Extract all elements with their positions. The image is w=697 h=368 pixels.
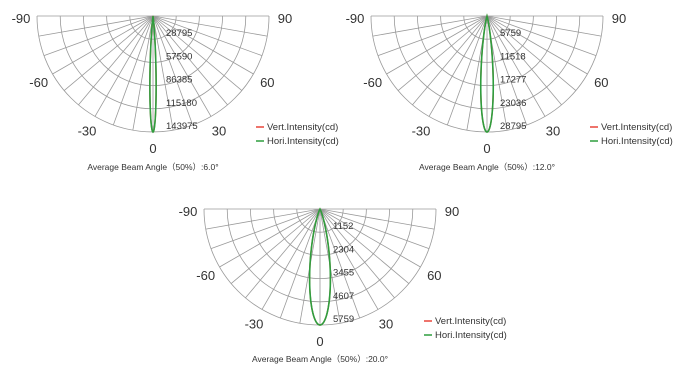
legend-entry: Hori.Intensity(cd) [435, 330, 507, 341]
series-lobe-horizontal [308, 207, 332, 326]
grid-spoke [43, 15, 154, 57]
angle-label: 30 [379, 316, 393, 331]
polar-chart-1: -90 -60 -30 0 30 60 90 28795 57590 86385 115180 143… [12, 11, 339, 172]
angle-label: 90 [612, 11, 626, 26]
grid-spoke [152, 15, 194, 126]
angle-label: 60 [427, 268, 441, 283]
grid-spoke [152, 15, 254, 75]
angle-label: -60 [363, 75, 382, 90]
grid-spoke [112, 15, 154, 126]
legend-entry: Vert.Intensity(cd) [435, 316, 506, 327]
legend-entry: Vert.Intensity(cd) [601, 122, 672, 133]
grid-spoke [486, 15, 562, 106]
grid-spoke [412, 15, 488, 106]
grid-spoke [486, 15, 577, 91]
grid-spoke [152, 15, 268, 37]
radial-label: 3455 [333, 268, 354, 279]
grid-spoke [152, 15, 212, 117]
angle-label: -60 [196, 268, 215, 283]
grid-spoke [428, 15, 488, 117]
angle-label: 30 [546, 123, 560, 138]
angle-label: -90 [346, 11, 365, 26]
radial-label: 17277 [500, 75, 526, 86]
radial-label: 4607 [333, 291, 354, 302]
grid-spoke [372, 15, 488, 37]
angle-label: -90 [12, 11, 31, 26]
grid-spoke [319, 208, 435, 230]
angle-label: 90 [445, 204, 459, 219]
radial-label: 28795 [166, 28, 192, 39]
grid-spoke [205, 208, 321, 230]
radial-label: 57590 [166, 51, 192, 62]
series-lobe-horizontal [149, 15, 157, 134]
grid-spoke [230, 208, 321, 284]
grid-spoke [319, 208, 361, 319]
legend-entry: Hori.Intensity(cd) [267, 136, 339, 147]
grid-spoke [152, 15, 263, 57]
angle-label: 0 [149, 141, 156, 156]
grid-spoke [245, 208, 321, 299]
angle-label: -60 [29, 75, 48, 90]
radial-label: 23036 [500, 98, 526, 109]
angle-label: 0 [316, 334, 323, 349]
radial-label: 28795 [500, 121, 526, 132]
grid-spoke [94, 15, 154, 117]
angle-label: 90 [278, 11, 292, 26]
grid-spoke [210, 208, 321, 250]
grid-spoke [261, 208, 321, 310]
radial-label: 2304 [333, 244, 354, 255]
angle-label: 30 [212, 123, 226, 138]
angle-label: 0 [483, 141, 490, 156]
grid-spoke [319, 208, 379, 310]
polar-chart-3: -90 -60 -30 0 30 60 90 1152 2304 3455 4607 5759 Vert… [179, 204, 507, 364]
grid-spoke [486, 15, 602, 37]
angle-label: 60 [260, 75, 274, 90]
grid-spoke [319, 208, 430, 250]
grid-spoke [397, 15, 488, 91]
grid-spoke [38, 15, 154, 37]
grid-spoke [319, 208, 421, 268]
polar-chart-2: -90 -60 -30 0 30 60 90 5759 11518 17277 23036 28795… [346, 11, 673, 172]
grid-spoke [319, 208, 410, 284]
radial-label: 1152 [333, 221, 353, 232]
radial-label: 5759 [500, 28, 521, 39]
beam-angle-caption: Average Beam Angle（50%）:20.0° [252, 354, 388, 364]
grid-spoke [386, 15, 488, 75]
grid-spoke [486, 15, 588, 75]
grid-spoke [446, 15, 488, 126]
radial-label: 86385 [166, 75, 192, 86]
grid-spoke [377, 15, 488, 57]
grid-spoke [52, 15, 154, 75]
radial-label: 11518 [500, 51, 526, 62]
grid-spoke [486, 15, 528, 126]
grid-spoke [319, 208, 395, 299]
angle-label: 60 [594, 75, 608, 90]
angle-label: -30 [245, 316, 264, 331]
radial-label: 115180 [166, 98, 197, 109]
grid-spoke [152, 15, 228, 106]
angle-label: -30 [78, 123, 97, 138]
beam-angle-caption: Average Beam Angle（50%）:12.0° [419, 162, 555, 172]
grid-spoke [63, 15, 154, 91]
radial-label: 143975 [166, 121, 198, 132]
grid-spoke [486, 15, 546, 117]
angle-label: -90 [179, 204, 198, 219]
legend-entry: Hori.Intensity(cd) [601, 136, 673, 147]
grid-spoke [486, 15, 597, 57]
angle-label: -30 [412, 123, 431, 138]
grid-spoke [78, 15, 154, 106]
series-lobe-horizontal [479, 13, 495, 133]
grid-spoke [152, 15, 243, 91]
radial-label: 5759 [333, 314, 354, 325]
legend-entry: Vert.Intensity(cd) [267, 122, 338, 133]
grid-spoke [132, 15, 154, 131]
grid-spoke [279, 208, 321, 319]
beam-angle-caption: Average Beam Angle（50%）:6.0° [87, 162, 218, 172]
grid-spoke [152, 15, 174, 131]
grid-spoke [219, 208, 321, 268]
